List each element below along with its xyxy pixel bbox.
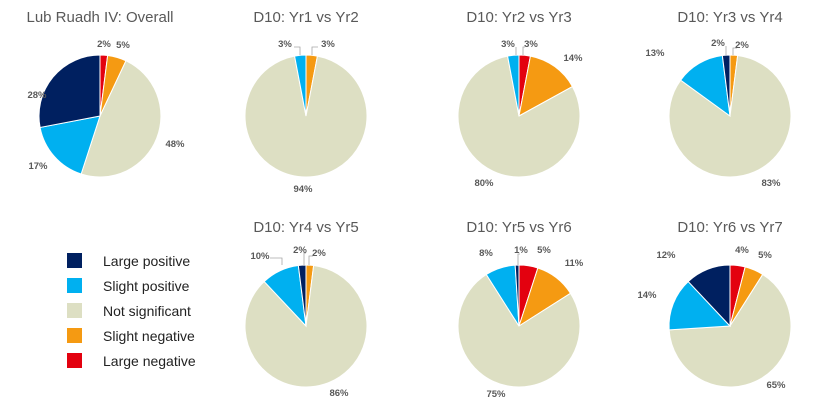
pie-data-label-not-significant: 65%	[766, 380, 786, 391]
chart-title-yr3-yr4: D10: Yr3 vs Yr4	[677, 9, 782, 26]
pie-data-label-large-negative: 2%	[97, 39, 111, 50]
pie-slice-slight-positive	[293, 54, 307, 117]
pie-yr6-vs-yr7: 4% 5% 65% 14% 12%	[637, 245, 792, 391]
label-leader-line	[303, 252, 306, 265]
pie-data-label-slight-negative: 5%	[758, 250, 772, 261]
pie-yr4-vs-yr5: 2% 86% 10% 2%	[244, 245, 368, 399]
pie-data-label-slight-positive: 8%	[479, 248, 493, 259]
chart-title-yr1-yr2: D10: Yr1 vs Yr2	[253, 9, 358, 26]
chart-title-yr6-yr7: D10: Yr6 vs Yr7	[677, 219, 782, 236]
pie-data-label-large-positive: 2%	[711, 38, 725, 49]
pie-data-label-large-negative: 3%	[524, 39, 538, 50]
legend-swatch-not-significant	[67, 303, 82, 318]
label-leader-line	[308, 255, 313, 265]
pie-data-label-not-significant: 94%	[293, 184, 313, 195]
pie-data-label-slight-negative: 14%	[563, 53, 583, 64]
pie-yr3-vs-yr4: 2% 83% 13% 2%	[645, 38, 792, 189]
pie-data-label-slight-negative: 5%	[116, 40, 130, 51]
pie-slice-not-significant	[457, 55, 581, 178]
label-leader-line	[517, 253, 520, 265]
pie-data-label-slight-positive: 14%	[637, 290, 657, 301]
pie-slice-not-significant	[80, 60, 162, 178]
pie-yr1-vs-yr2: 3% 94% 3%	[244, 39, 368, 195]
pie-data-label-slight-positive: 3%	[501, 39, 515, 50]
legend: Large positive Slight positive Not signi…	[67, 253, 196, 369]
pie-data-label-slight-positive: 10%	[250, 251, 270, 262]
label-leader-line	[270, 257, 283, 265]
pie-data-label-slight-positive: 13%	[645, 48, 665, 59]
pie-data-label-large-negative: 4%	[735, 245, 749, 256]
pie-data-label-not-significant: 83%	[761, 178, 781, 189]
legend-label-slight-positive: Slight positive	[103, 278, 190, 294]
pie-data-label-large-negative: 5%	[537, 245, 551, 256]
chart-title-yr2-yr3: D10: Yr2 vs Yr3	[466, 9, 571, 26]
pie-data-label-large-positive: 2%	[293, 245, 307, 256]
pie-slice-slight-negative	[518, 55, 574, 117]
chart-title-overall: Lub Ruadh IV: Overall	[26, 9, 173, 26]
pie-data-label-not-significant: 75%	[486, 389, 506, 400]
pie-data-label-not-significant: 80%	[474, 178, 494, 189]
pie-data-label-slight-negative: 11%	[565, 258, 584, 269]
pie-yr5-vs-yr6: 5% 11% 75% 8% 1%	[457, 245, 584, 400]
pie-slice-large-positive	[687, 264, 731, 328]
pie-data-label-slight-negative: 2%	[735, 40, 749, 51]
legend-label-large-positive: Large positive	[103, 253, 190, 269]
pie-overall: 2% 5% 48% 17% 28%	[27, 39, 185, 178]
pie-slice-large-positive	[514, 264, 520, 327]
pie-data-label-slight-positive: 3%	[278, 39, 292, 50]
pie-slice-not-significant	[244, 55, 368, 178]
pie-slice-not-significant	[457, 273, 581, 388]
label-leader-line	[294, 46, 301, 55]
legend-label-slight-negative: Slight negative	[103, 328, 195, 344]
pie-slice-slight-positive	[39, 115, 101, 175]
label-leader-line	[732, 47, 737, 55]
pie-slice-slight-positive	[668, 280, 732, 331]
label-leader-line	[311, 46, 318, 55]
pie-yr2-vs-yr3: 3% 14% 80% 3%	[457, 39, 583, 189]
pie-data-label-large-positive: 12%	[656, 250, 676, 261]
legend-swatch-large-positive	[67, 253, 82, 268]
pie-data-label-large-positive: 28%	[27, 90, 47, 101]
pie-slice-slight-positive	[506, 54, 520, 117]
legend-swatch-large-negative	[67, 353, 82, 368]
pie-data-label-slight-negative: 2%	[312, 248, 326, 259]
pie-slice-large-positive	[38, 54, 101, 129]
pie-slice-large-positive	[721, 54, 731, 117]
pie-data-label-slight-negative: 3%	[321, 39, 335, 50]
legend-swatch-slight-negative	[67, 328, 82, 343]
chart-title-yr4-yr5: D10: Yr4 vs Yr5	[253, 219, 358, 236]
legend-swatch-slight-positive	[67, 278, 82, 293]
legend-label-large-negative: Large negative	[103, 353, 196, 369]
pie-data-label-slight-positive: 17%	[28, 161, 48, 172]
pie-slice-not-significant	[668, 273, 792, 388]
legend-label-not-significant: Not significant	[103, 303, 191, 319]
pie-data-label-not-significant: 86%	[329, 388, 349, 399]
pie-data-label-large-positive: 1%	[514, 245, 528, 256]
pie-data-label-not-significant: 48%	[165, 139, 185, 150]
pie-slice-large-positive	[297, 264, 307, 327]
chart-title-yr5-yr6: D10: Yr5 vs Yr6	[466, 219, 571, 236]
label-leader-line	[522, 46, 525, 55]
